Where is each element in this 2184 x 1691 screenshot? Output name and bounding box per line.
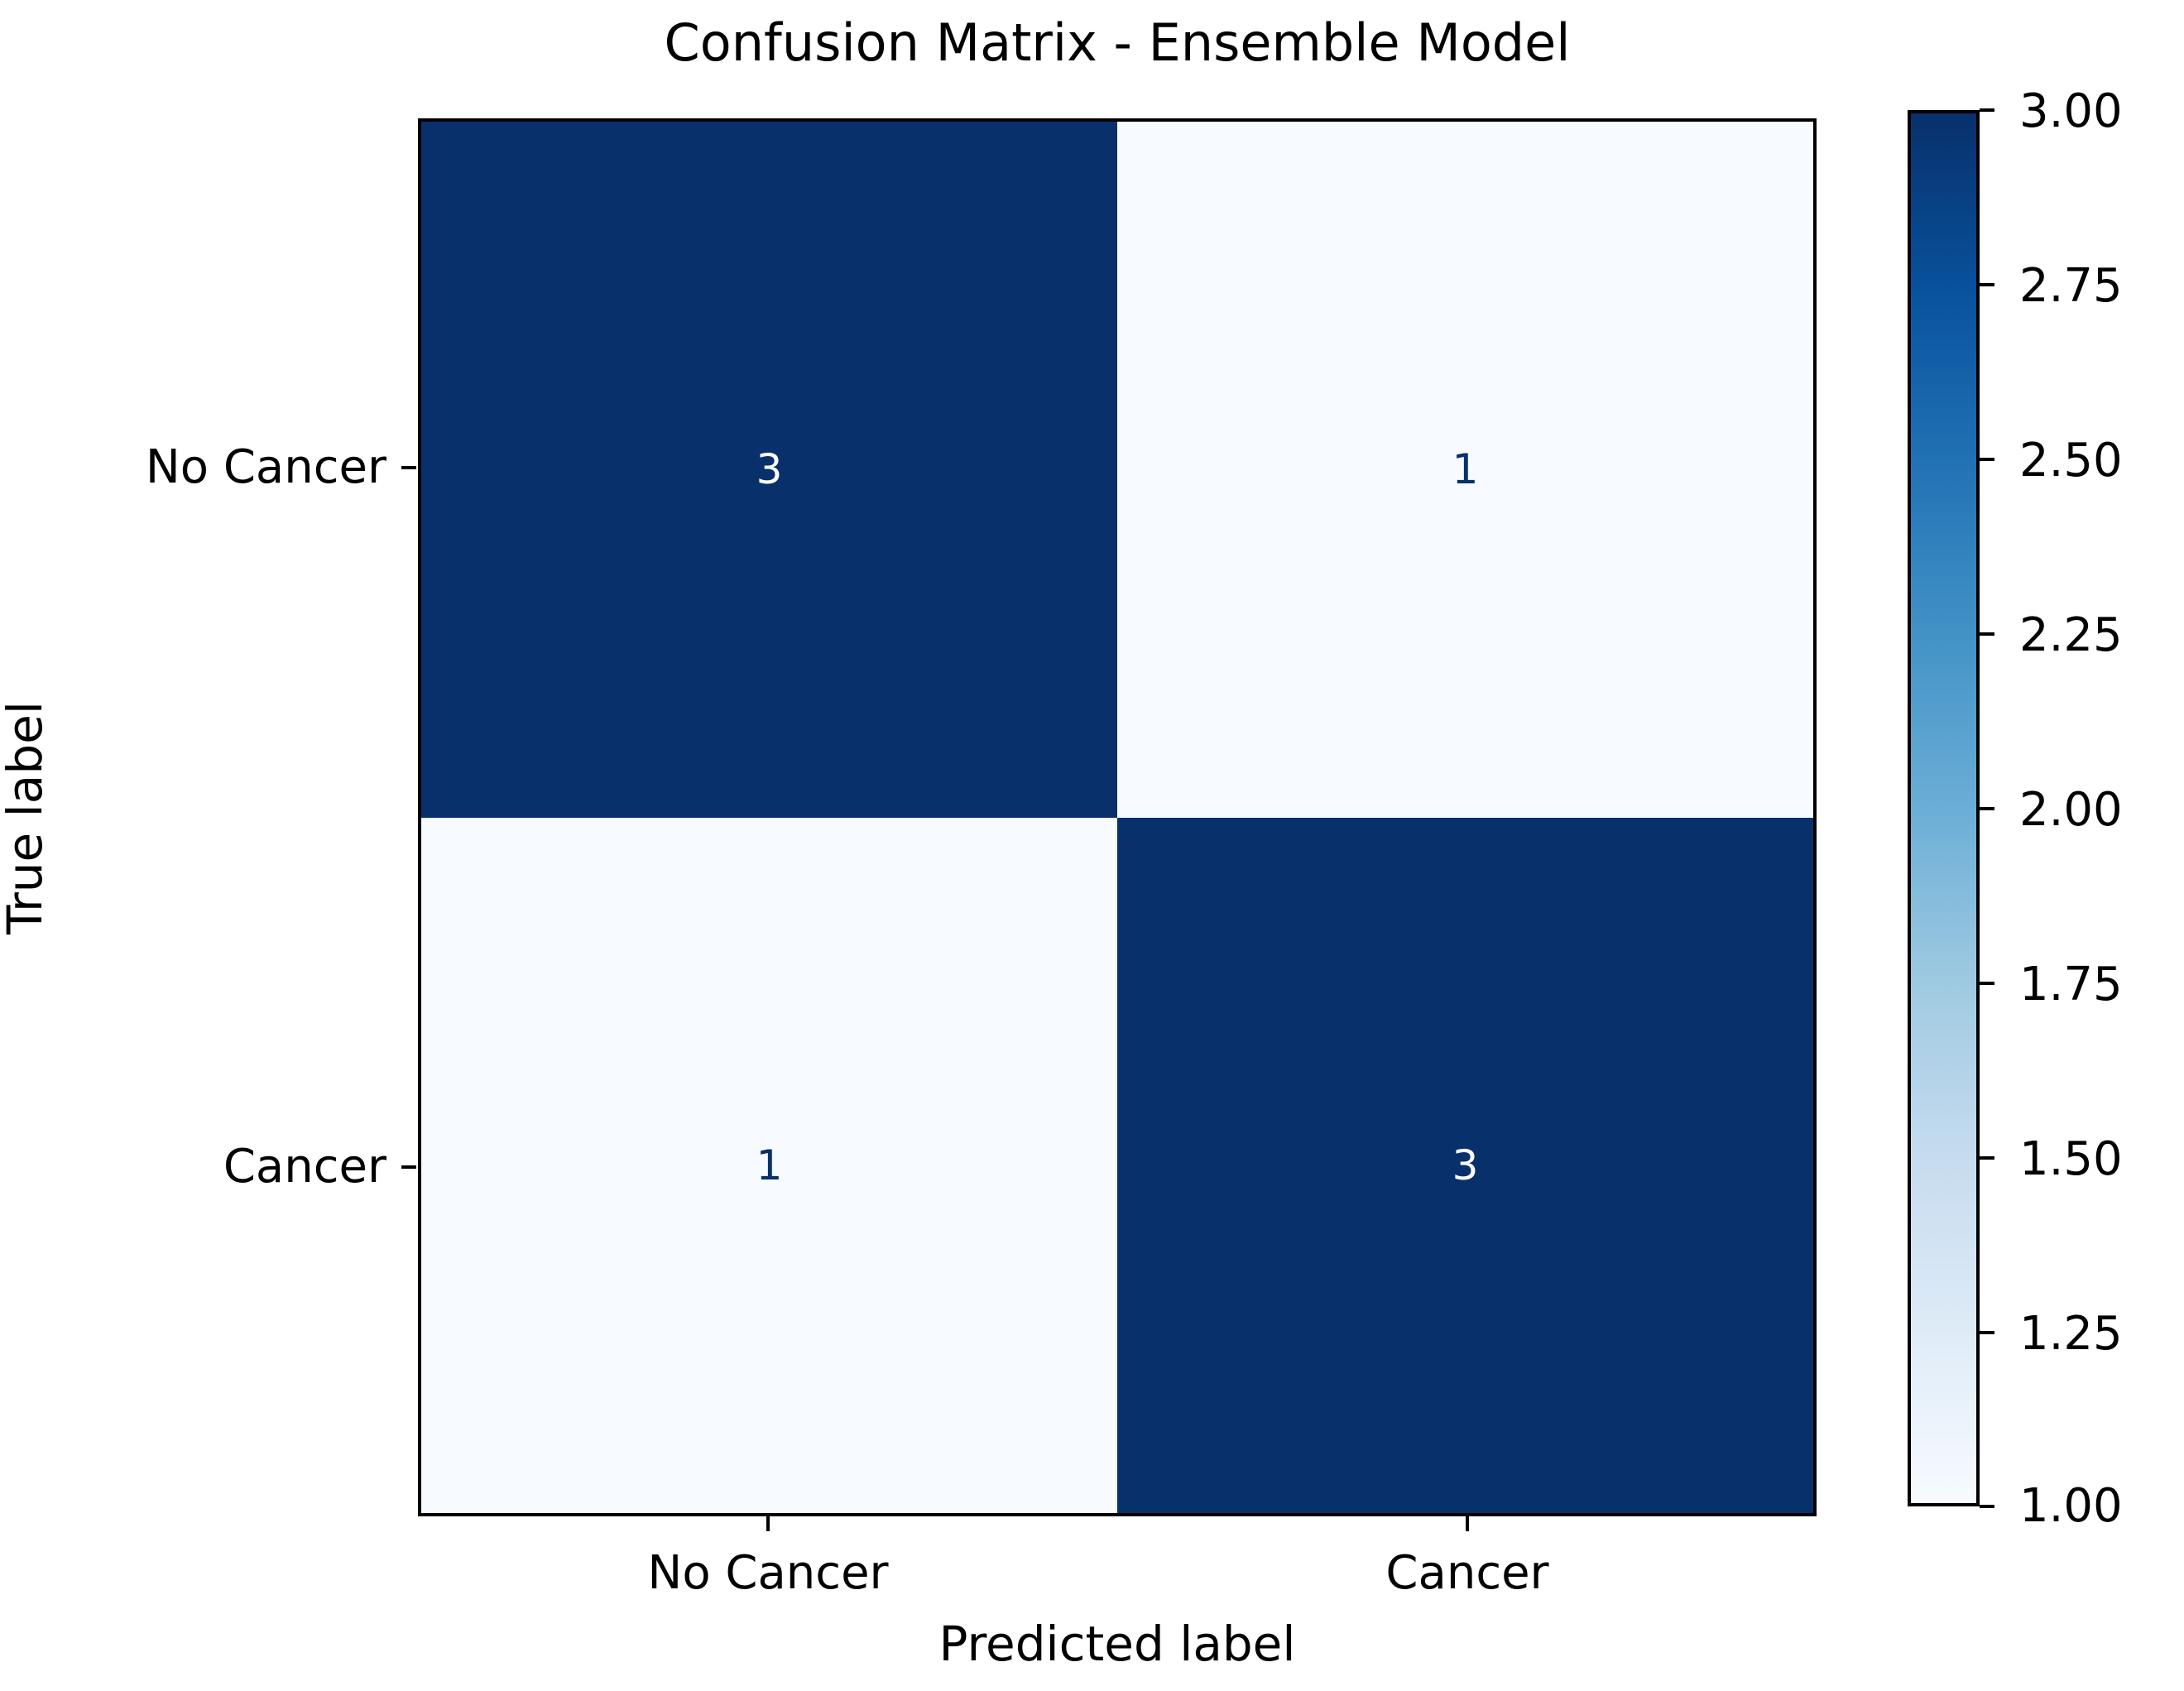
cbar-tick-mark-2_00 xyxy=(1980,807,1994,810)
heatmap-grid: 3 1 1 3 xyxy=(418,118,1817,1516)
xaxis-title: Predicted label xyxy=(938,1616,1296,1672)
xtick-label-cancer: Cancer xyxy=(1385,1546,1549,1600)
chart-title: Confusion Matrix - Ensemble Model xyxy=(664,12,1571,73)
xtick-mark-no-cancer xyxy=(766,1516,770,1531)
xtick-label-no-cancer: No Cancer xyxy=(647,1546,889,1600)
cbar-tick-label-1_50: 1.50 xyxy=(2019,1132,2123,1186)
cbar-tick-label-2_25: 2.25 xyxy=(2019,608,2123,662)
cbar-tick-label-1_25: 1.25 xyxy=(2019,1307,2123,1361)
cbar-tick-mark-2_75 xyxy=(1980,283,1994,286)
cbar-tick-label-1_75: 1.75 xyxy=(2019,958,2123,1011)
cbar-tick-mark-1_25 xyxy=(1980,1331,1994,1334)
cbar-tick-mark-2_50 xyxy=(1980,458,1994,461)
yaxis-title: True label xyxy=(0,701,53,934)
cbar-tick-label-2_50: 2.50 xyxy=(2019,434,2123,488)
cbar-tick-mark-1_00 xyxy=(1980,1505,1994,1508)
cell-true-cancer-pred-no-cancer: 1 xyxy=(421,817,1117,1513)
cbar-tick-label-2_75: 2.75 xyxy=(2019,259,2123,313)
cbar-tick-mark-2_25 xyxy=(1980,632,1994,636)
cbar-tick-mark-1_75 xyxy=(1980,982,1994,985)
colorbar xyxy=(1908,110,1980,1506)
cbar-tick-label-3_00: 3.00 xyxy=(2019,84,2123,138)
xtick-mark-cancer xyxy=(1466,1516,1469,1531)
ytick-label-no-cancer: No Cancer xyxy=(145,440,386,494)
cbar-tick-label-1_00: 1.00 xyxy=(2019,1479,2123,1533)
ytick-mark-no-cancer xyxy=(401,466,416,469)
cbar-tick-label-2_00: 2.00 xyxy=(2019,783,2123,837)
cbar-tick-mark-1_50 xyxy=(1980,1156,1994,1160)
cell-true-cancer-pred-cancer: 3 xyxy=(1117,817,1813,1513)
cbar-tick-mark-3_00 xyxy=(1980,108,1994,112)
cell-true-no-cancer-pred-cancer: 1 xyxy=(1117,122,1813,818)
ytick-label-cancer: Cancer xyxy=(223,1140,386,1194)
ytick-mark-cancer xyxy=(401,1165,416,1169)
cell-true-no-cancer-pred-no-cancer: 3 xyxy=(421,122,1117,818)
